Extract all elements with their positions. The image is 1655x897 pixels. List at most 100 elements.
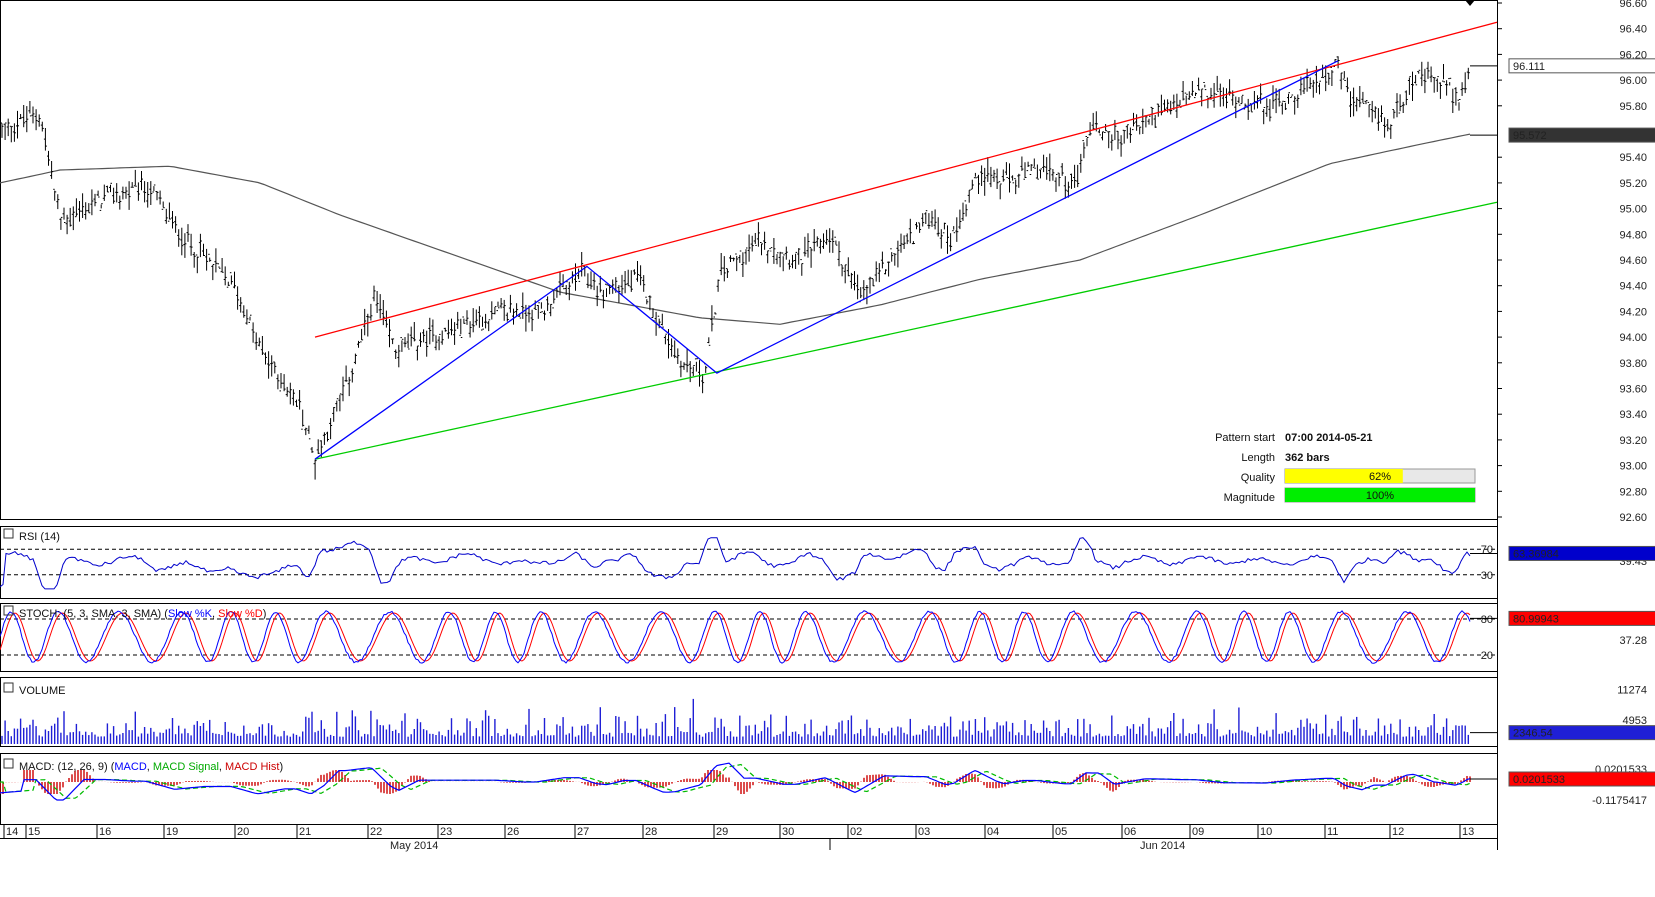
macd-title: MACD: (12, 26, 9) (MACD, MACD Signal, MA… [3, 758, 283, 773]
x-tick-label: 04 [987, 826, 999, 838]
magnitude-label: Magnitude [1224, 492, 1275, 504]
y-tick-label: 96.60 [1619, 0, 1647, 10]
length-value: 362 bars [1285, 452, 1330, 464]
x-tick-label: 13 [1462, 826, 1474, 838]
stoch-value-box [1508, 610, 1655, 626]
volume-panel[interactable]: 11274 4953 2346.54 [1, 684, 1655, 744]
y-tick-label: 94.20 [1619, 306, 1647, 318]
y-tick-label: 94.60 [1619, 255, 1647, 267]
month-label: Jun 2014 [1140, 840, 1185, 852]
y-tick-label: 95.20 [1619, 178, 1647, 190]
pattern-start-label: Pattern start [1215, 432, 1275, 444]
last-price-text: 96.111 [1513, 61, 1545, 73]
stoch-title: STOCH: (5, 3, SMA, 3, SMA) (Slow %K, Slo… [3, 605, 266, 620]
volume-value-box [1508, 725, 1655, 741]
svg-text:STOCH: (5, 3, SMA, 3, SMA) (Sl: STOCH: (5, 3, SMA, 3, SMA) (Slow %K, Slo… [19, 608, 266, 620]
y-tick-label: 92.60 [1619, 512, 1647, 524]
x-tick-label: 26 [507, 826, 519, 838]
stoch-panel[interactable]: 80 20 37.28 80.99943 [0, 610, 1655, 664]
price-panel[interactable]: 96.6096.4096.2096.0095.8095.4095.2095.00… [0, 0, 1655, 524]
resistance-line [314, 21, 1498, 338]
y-tick-label: 93.60 [1619, 384, 1647, 396]
x-tick-label: 06 [1124, 826, 1136, 838]
volume-title-text: VOLUME [19, 685, 65, 697]
x-tick-label: 19 [166, 826, 178, 838]
y-tick-label: 94.40 [1619, 281, 1647, 293]
stoch-d-line [0, 612, 1471, 662]
pattern-info: Pattern start 07:00 2014-05-21 Length 36… [1215, 432, 1476, 504]
stoch-close-icon[interactable] [3, 605, 14, 616]
macd-hist-label: MACD Hist [225, 761, 279, 773]
macd-signal-line [0, 763, 1471, 799]
y-tick-label: 96.00 [1619, 75, 1647, 87]
ma-value-text: 95.572 [1513, 130, 1547, 142]
magnitude-bar-fill [1285, 488, 1475, 502]
stoch-d-label: Slow %D [218, 608, 263, 620]
stoch-level-label: 80 [1481, 614, 1493, 626]
y-tick-label: 95.80 [1619, 101, 1647, 113]
x-tick-label: 10 [1260, 826, 1272, 838]
last-price-box [1508, 58, 1655, 74]
macd-line-label: MACD [114, 761, 146, 773]
x-axis: 14 15 16 19 20 21 22 23 26 27 28 29 30 02 03 04 05 06 09 10… [3, 824, 1474, 852]
volume-title: VOLUME [3, 682, 65, 697]
zigzag-line [314, 60, 1339, 460]
x-tick-label: 23 [440, 826, 452, 838]
y-tick-label: 93.20 [1619, 435, 1647, 447]
y-tick-label: 96.40 [1619, 24, 1647, 36]
x-tick-label: 02 [850, 826, 862, 838]
stoch-level-label: 20 [1481, 650, 1493, 662]
pattern-start-value: 07:00 2014-05-21 [1285, 432, 1372, 444]
macd-tick-label: -0.1175417 [1592, 795, 1647, 807]
stoch-value-text: 80.99943 [1513, 613, 1559, 625]
volume-tick-label: 11274 [1617, 684, 1647, 696]
y-tick-label: 95.00 [1619, 204, 1647, 216]
y-tick-label: 94.00 [1619, 332, 1647, 344]
length-label: Length [1241, 452, 1275, 464]
rsi-level-label: 70 [1481, 544, 1493, 556]
x-tick-label: 09 [1192, 826, 1204, 838]
support-line [314, 201, 1498, 460]
x-tick-label: 28 [645, 826, 657, 838]
rsi-line [0, 537, 1471, 590]
rsi-level-label: 30 [1481, 570, 1493, 582]
scroll-marker-icon [1465, 0, 1475, 6]
y-tick-label: 94.80 [1619, 229, 1647, 241]
x-tick-label: 11 [1327, 826, 1338, 838]
y-tick-label: 93.80 [1619, 358, 1647, 370]
svg-text:MACD: (12, 26, 9) (MACD, MACD: MACD: (12, 26, 9) (MACD, MACD Signal, MA… [19, 761, 283, 773]
stoch-k-label: Slow %K [168, 608, 213, 620]
y-tick-label: 93.00 [1619, 461, 1647, 473]
stoch-mid-label: 37.28 [1619, 635, 1647, 647]
x-tick-label: 21 [299, 826, 311, 838]
y-tick-label: 92.80 [1619, 486, 1647, 498]
x-tick-label: 05 [1055, 826, 1067, 838]
x-tick-label: 14 [6, 826, 18, 838]
rsi-title: RSI (14) [3, 528, 60, 543]
x-tick-label: 22 [370, 826, 382, 838]
stoch-k-line [0, 610, 1471, 664]
x-tick-label: 30 [782, 826, 794, 838]
macd-value-text: 0.0201533 [1513, 774, 1565, 786]
rsi-close-icon[interactable] [3, 528, 14, 539]
macd-close-icon[interactable] [3, 758, 14, 769]
volume-tick-label: 4953 [1623, 715, 1647, 727]
y-tick-label: 93.40 [1619, 409, 1647, 421]
macd-value-box [1508, 771, 1655, 787]
x-tick-label: 03 [918, 826, 930, 838]
quality-bar-fill [1285, 469, 1403, 483]
volume-close-icon[interactable] [3, 682, 14, 693]
y-tick-label: 95.40 [1619, 152, 1647, 164]
month-label: May 2014 [390, 840, 438, 852]
stoch-title-text: STOCH: (5, 3, SMA, 3, SMA) [19, 608, 161, 620]
macd-title-text: MACD: (12, 26, 9) [19, 761, 108, 773]
rsi-value-text: 63.36984 [1513, 548, 1559, 560]
rsi-value-box [1508, 545, 1655, 561]
x-tick-label: 20 [237, 826, 249, 838]
volume-value-text: 2346.54 [1513, 728, 1553, 740]
rsi-title-text: RSI (14) [19, 531, 60, 543]
